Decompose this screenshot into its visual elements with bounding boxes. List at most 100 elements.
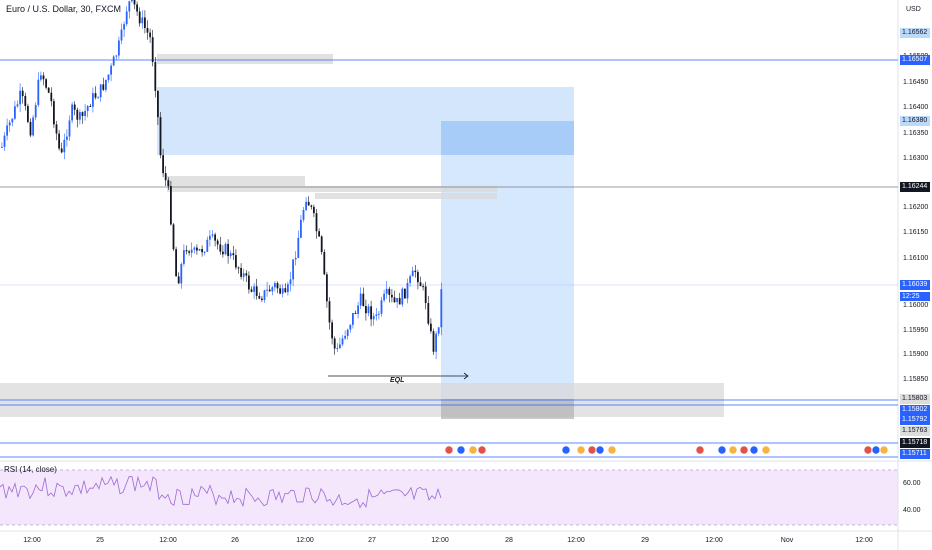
candle-body xyxy=(227,243,229,257)
time-axis-label: 12:00 xyxy=(567,537,585,544)
price-tag: 1.16562 xyxy=(900,28,930,38)
globe-icon[interactable] xyxy=(863,445,873,455)
candle-body xyxy=(107,74,110,80)
eu-flag-icon[interactable] xyxy=(761,445,771,455)
candle-body xyxy=(237,267,240,269)
candle-body xyxy=(427,303,430,324)
candle-body xyxy=(388,288,391,295)
eu-flag-icon[interactable] xyxy=(468,445,478,455)
candle-body xyxy=(302,210,305,220)
rsi-line xyxy=(0,475,442,509)
candle-body xyxy=(229,253,232,257)
candle-body xyxy=(396,298,398,303)
candle-body xyxy=(419,282,422,287)
candle-body xyxy=(40,75,42,80)
candle-body xyxy=(255,286,258,296)
currency-label[interactable]: USD xyxy=(905,6,922,13)
candle-body xyxy=(253,286,255,292)
price-axis-label: 1.16200 xyxy=(903,204,929,211)
price-tag: 1.16039 xyxy=(900,280,930,290)
globe-icon[interactable] xyxy=(728,445,738,455)
candle-body xyxy=(50,92,53,102)
candle-body xyxy=(432,331,435,352)
gray-zone-top[interactable] xyxy=(157,54,333,64)
candle-body xyxy=(422,286,424,288)
rsi-indicator-label[interactable]: RSI (14, close) xyxy=(4,465,57,474)
candle-body xyxy=(323,252,326,275)
candle-body xyxy=(183,250,185,264)
economic-event-icon[interactable] xyxy=(607,445,617,455)
gray-zone-mid3[interactable] xyxy=(315,193,497,199)
candle-body xyxy=(37,79,40,106)
price-tag: 1.15718 xyxy=(900,438,930,448)
us-flag-icon[interactable] xyxy=(695,445,705,455)
candle-body xyxy=(352,312,354,325)
economic-event-icon[interactable] xyxy=(739,445,749,455)
candle-body xyxy=(216,240,219,245)
price-axis-label: 1.16000 xyxy=(903,302,929,309)
price-axis-label: 1.16300 xyxy=(903,155,929,162)
candle-body xyxy=(141,17,144,24)
time-axis-label: 27 xyxy=(368,537,376,544)
candle-body xyxy=(263,290,266,301)
price-tag: 1.16380 xyxy=(900,116,930,126)
candle-body xyxy=(157,90,159,118)
candle-body xyxy=(154,62,157,91)
candle-body xyxy=(55,124,58,134)
candle-body xyxy=(177,276,180,284)
symbol-title[interactable]: Euro / U.S. Dollar, 30, FXCM xyxy=(6,4,122,14)
globe-icon[interactable] xyxy=(477,445,487,455)
candle-body xyxy=(297,237,300,258)
economic-event-icon[interactable] xyxy=(561,445,571,455)
globe-icon[interactable] xyxy=(595,445,605,455)
price-axis-label: 1.15950 xyxy=(903,327,929,334)
us-flag-icon[interactable] xyxy=(749,445,759,455)
candle-body xyxy=(73,104,76,110)
candle-body xyxy=(6,125,8,136)
position-target-zone[interactable] xyxy=(441,121,574,399)
candle-body xyxy=(331,322,333,339)
eu-flag-icon[interactable] xyxy=(587,445,597,455)
time-axis-label: 12:00 xyxy=(431,537,449,544)
candle-body xyxy=(359,293,362,306)
candle-body xyxy=(349,324,352,330)
candle-body xyxy=(284,288,287,293)
candle-body xyxy=(159,117,162,156)
candle-body xyxy=(136,4,138,12)
economic-event-icon[interactable] xyxy=(444,445,454,455)
candle-body xyxy=(34,105,37,118)
rsi-band xyxy=(0,470,898,525)
candle-body xyxy=(287,284,289,293)
gray-zone-mid2[interactable] xyxy=(167,186,497,192)
eu-flag-icon[interactable] xyxy=(717,445,727,455)
candle-body xyxy=(58,133,60,149)
candle-body xyxy=(320,236,323,253)
candle-body xyxy=(29,121,32,136)
us-flag-icon[interactable] xyxy=(456,445,466,455)
candle-body xyxy=(214,234,216,241)
candle-body xyxy=(66,136,68,140)
candle-body xyxy=(414,270,417,273)
time-axis-label: 12:00 xyxy=(855,537,873,544)
candle-body xyxy=(68,120,71,137)
candle-body xyxy=(19,90,21,105)
candle-body xyxy=(310,205,313,207)
price-axis-label: 1.16100 xyxy=(903,255,929,262)
gray-zone-mid[interactable] xyxy=(167,176,305,186)
candle-body xyxy=(385,288,388,294)
us-flag-icon[interactable] xyxy=(879,445,889,455)
candle-body xyxy=(146,27,149,33)
candle-body xyxy=(8,122,11,126)
us-flag-icon[interactable] xyxy=(576,445,586,455)
candle-body xyxy=(201,249,203,253)
candle-body xyxy=(375,314,378,316)
price-axis-label: 1.16150 xyxy=(903,229,929,236)
time-axis-label: 12:00 xyxy=(23,537,41,544)
candle-body xyxy=(266,289,268,291)
price-tag: 1.16244 xyxy=(900,182,930,192)
price-axis-label: 1.16450 xyxy=(903,79,929,86)
economic-event-icon[interactable] xyxy=(871,445,881,455)
candle-body xyxy=(102,84,105,90)
candle-body xyxy=(357,305,359,314)
